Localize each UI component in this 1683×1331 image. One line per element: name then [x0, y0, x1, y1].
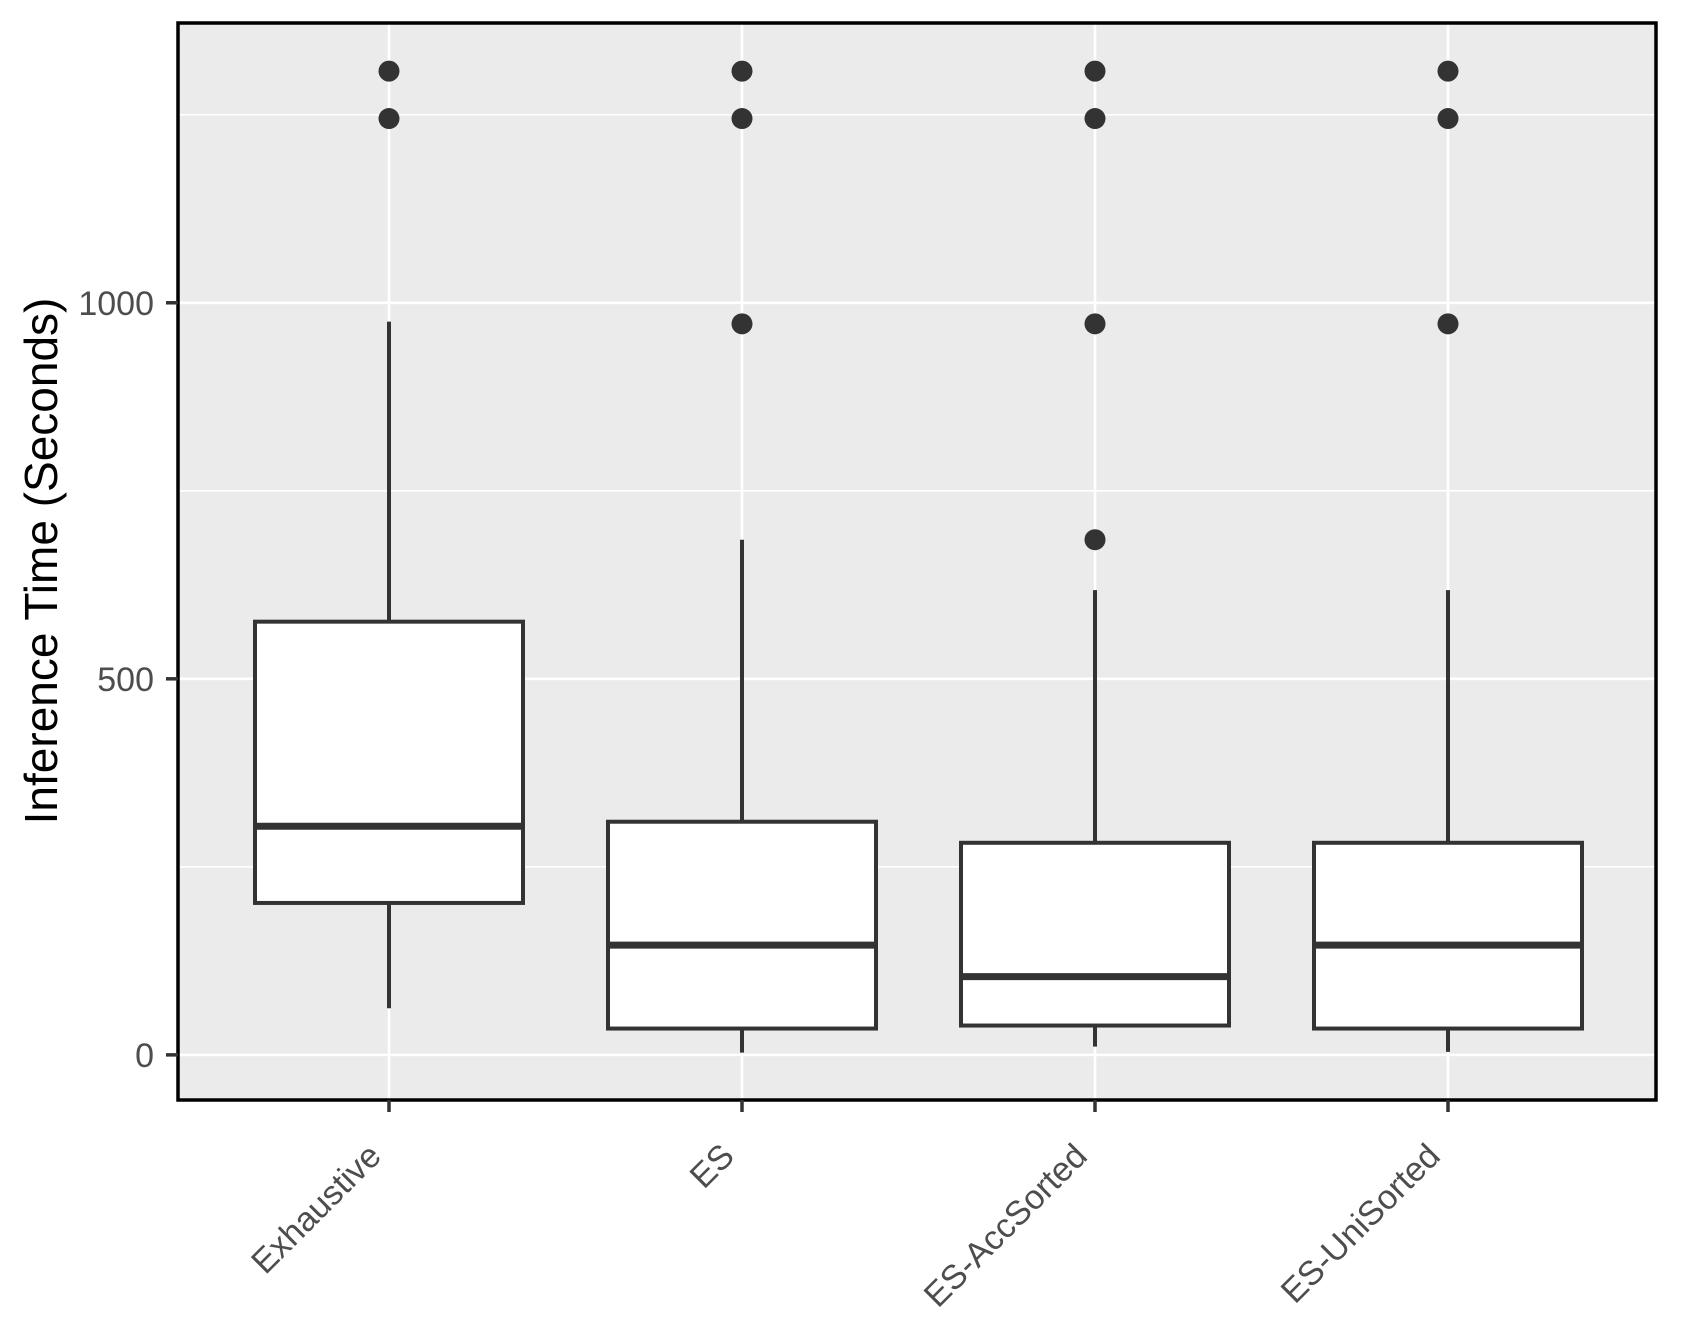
x-tick-label: ES-AccSorted	[917, 1137, 1095, 1315]
y-axis-title: Inference Time (Seconds)	[15, 298, 67, 825]
outlier-dot	[731, 108, 753, 130]
panel-border	[176, 21, 1658, 1102]
box	[1312, 840, 1584, 1031]
x-tick-label: ES	[683, 1137, 742, 1196]
outlier-dot	[731, 313, 753, 335]
y-tick-label: 1000	[78, 285, 154, 323]
outlier-dot	[1084, 108, 1106, 130]
outlier-dot	[1084, 313, 1106, 335]
outlier-dot	[1437, 60, 1459, 82]
outlier-dot	[378, 108, 400, 130]
y-tick-label: 500	[97, 661, 154, 699]
x-tick-label: Exhaustive	[244, 1137, 388, 1281]
outlier-dot	[1437, 313, 1459, 335]
border-layer	[176, 21, 1658, 1102]
box	[959, 840, 1231, 1028]
y-tick-label: 0	[135, 1037, 154, 1075]
outlier-dot	[1437, 108, 1459, 130]
outlier-dot	[378, 60, 400, 82]
box-layer	[253, 60, 1584, 1053]
box	[606, 819, 878, 1031]
outlier-dot	[1084, 529, 1106, 551]
x-tick-label: ES-UniSorted	[1274, 1137, 1448, 1311]
box	[253, 619, 525, 905]
outlier-dot	[731, 60, 753, 82]
outlier-dot	[1084, 60, 1106, 82]
